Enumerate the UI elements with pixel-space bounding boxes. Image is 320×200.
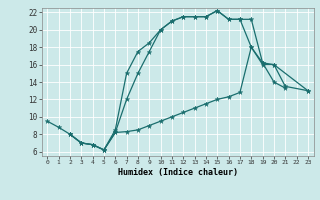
X-axis label: Humidex (Indice chaleur): Humidex (Indice chaleur) (118, 168, 237, 177)
